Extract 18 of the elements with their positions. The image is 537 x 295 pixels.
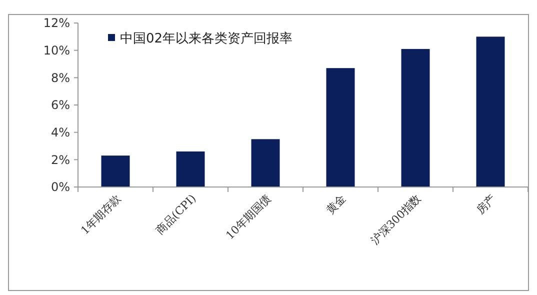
x-tick-label: 黄金 bbox=[324, 192, 349, 217]
bar bbox=[101, 156, 130, 187]
y-tick-label: 2% bbox=[50, 152, 70, 167]
y-tick-label: 4% bbox=[50, 126, 70, 140]
bar bbox=[251, 139, 280, 187]
bar bbox=[401, 48, 430, 187]
bar bbox=[176, 151, 205, 187]
y-tick-label: 10% bbox=[43, 44, 70, 58]
bar bbox=[476, 36, 505, 187]
legend-label: 中国02年以来各类资产回报率 bbox=[120, 30, 293, 47]
y-tick-label: 0% bbox=[50, 180, 70, 194]
x-tick-label: 10年期国债 bbox=[223, 192, 274, 242]
x-tick-label: 房产 bbox=[474, 192, 499, 217]
y-tick-label: 12% bbox=[43, 16, 70, 30]
y-tick-label: 8% bbox=[50, 70, 70, 85]
bar bbox=[326, 68, 355, 187]
x-tick-label: 1年期存款 bbox=[78, 192, 124, 238]
y-tick-label: 6% bbox=[50, 98, 70, 112]
